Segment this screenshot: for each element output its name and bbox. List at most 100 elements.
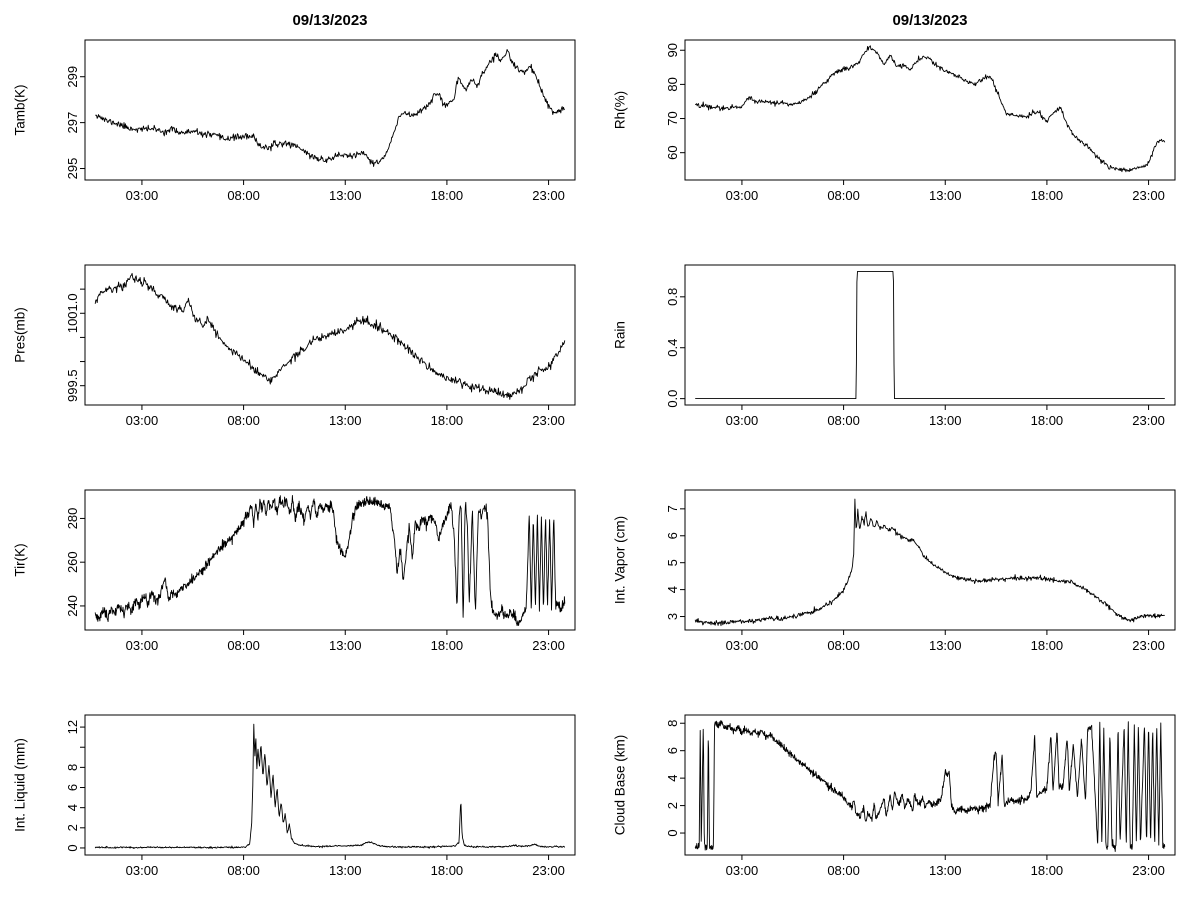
x-tick-label: 03:00 <box>126 863 159 878</box>
x-tick-label: 08:00 <box>827 638 860 653</box>
x-tick-label: 03:00 <box>726 413 759 428</box>
chart-title-rh: 09/13/2023 <box>892 12 968 29</box>
y-tick-label: 297 <box>65 112 80 134</box>
chart-svg-tir: 03:00 08:00 13:00 18:00 23:00 240 260 280 Tir(K) <box>12 489 576 653</box>
y-tick-label: 60 <box>665 145 680 159</box>
y-tick-label: 260 <box>65 551 80 573</box>
y-axis-title: Int. Vapor (cm) <box>612 516 627 604</box>
x-tick-label: 13:00 <box>329 188 362 203</box>
panel-pres: 03:00 08:00 13:00 18:00 23:00 999.5 1001.0 Pres… <box>0 225 600 450</box>
y-tick-label: 6 <box>665 747 680 754</box>
y-tick-label: 6 <box>65 784 80 791</box>
y-axis-title: Tamb(K) <box>12 84 27 135</box>
y-axis-title: Int. Liquid (mm) <box>12 738 27 832</box>
y-tick-label: 2 <box>65 824 80 831</box>
x-tick-label: 23:00 <box>532 188 565 203</box>
plot-box <box>684 39 1176 181</box>
x-tick-label: 23:00 <box>1132 638 1165 653</box>
y-tick-label: 3 <box>665 613 680 620</box>
y-tick-label: 280 <box>65 508 80 530</box>
x-tick-label: 03:00 <box>726 188 759 203</box>
x-tick-label: 03:00 <box>126 638 159 653</box>
panel-cloud: 03:00 08:00 13:00 18:00 23:00 0 2 4 6 8 Cloud Base… <box>600 675 1200 900</box>
y-tick-label: 999.5 <box>65 369 80 402</box>
series-line <box>694 720 1166 852</box>
series-line <box>95 49 565 167</box>
x-tick-label: 18:00 <box>431 863 464 878</box>
x-tick-label: 08:00 <box>827 863 860 878</box>
y-tick-label: 7 <box>665 505 680 512</box>
y-tick-label: 70 <box>665 111 680 125</box>
x-tick-label: 08:00 <box>827 413 860 428</box>
panel-tamb: 09/13/2023 03:00 08:00 13:00 18:00 23:00 295 2… <box>0 0 600 225</box>
x-tick-label: 13:00 <box>329 413 362 428</box>
panel-tir: 03:00 08:00 13:00 18:00 23:00 240 260 280 Tir(K) <box>0 450 600 675</box>
y-tick-label: 8 <box>65 764 80 771</box>
x-tick-label: 18:00 <box>1031 863 1064 878</box>
plot-box <box>684 489 1176 631</box>
panel-vapor: 03:00 08:00 13:00 18:00 23:00 3 4 5 6 7 Int. Vapor… <box>600 450 1200 675</box>
y-tick-label: 295 <box>65 158 80 180</box>
plot-box <box>84 489 576 631</box>
chart-svg-tamb: 03:00 08:00 13:00 18:00 23:00 295 297 299 Tamb(K… <box>12 39 576 203</box>
y-tick-label: 4 <box>65 804 80 811</box>
y-tick-label: 80 <box>665 77 680 91</box>
x-tick-label: 18:00 <box>431 413 464 428</box>
chart-svg-vapor: 03:00 08:00 13:00 18:00 23:00 3 4 5 6 7 Int. Vapor… <box>612 489 1176 653</box>
series-line <box>694 498 1165 627</box>
x-tick-label: 13:00 <box>329 638 362 653</box>
chart-svg-cloud: 03:00 08:00 13:00 18:00 23:00 0 2 4 6 8 Cloud Base… <box>612 714 1176 878</box>
y-tick-label: 240 <box>65 595 80 617</box>
y-axis-title: Tir(K) <box>12 543 27 576</box>
y-tick-label: 0.8 <box>665 288 680 306</box>
x-tick-label: 18:00 <box>1031 188 1064 203</box>
y-tick-label: 0.4 <box>665 339 680 357</box>
chart-title-tamb: 09/13/2023 <box>292 12 368 29</box>
chart-svg-rh: 03:00 08:00 13:00 18:00 23:00 60 70 80 90 Rh(%) <box>612 39 1176 203</box>
x-tick-label: 08:00 <box>827 188 860 203</box>
series-line <box>94 272 566 400</box>
y-tick-label: 299 <box>65 66 80 88</box>
y-tick-label: 0.0 <box>665 390 680 408</box>
panel-rh: 09/13/2023 03:00 08:00 13:00 18:00 23:00 60 70… <box>600 0 1200 225</box>
x-tick-label: 03:00 <box>726 638 759 653</box>
x-tick-label: 13:00 <box>929 638 962 653</box>
x-tick-label: 18:00 <box>431 188 464 203</box>
x-tick-label: 23:00 <box>1132 188 1165 203</box>
y-tick-label: 5 <box>665 559 680 566</box>
y-axis-title: Rh(%) <box>612 91 627 129</box>
x-tick-label: 23:00 <box>1132 863 1165 878</box>
y-axis-title: Pres(mb) <box>12 307 27 363</box>
x-tick-label: 03:00 <box>126 413 159 428</box>
y-tick-label: 1001.0 <box>65 293 80 333</box>
x-tick-label: 23:00 <box>532 413 565 428</box>
plot-box <box>684 264 1176 406</box>
chart-svg-rain: 03:00 08:00 13:00 18:00 23:00 0.0 0.4 0.8 Rain <box>612 264 1176 428</box>
y-tick-label: 4 <box>665 586 680 593</box>
y-tick-label: 4 <box>665 775 680 782</box>
y-axis-title: Cloud Base (km) <box>612 735 627 836</box>
x-tick-label: 08:00 <box>227 863 260 878</box>
plot-box <box>684 714 1176 856</box>
chart-svg-pres: 03:00 08:00 13:00 18:00 23:00 999.5 1001.0 Pres… <box>12 264 576 428</box>
x-tick-label: 18:00 <box>1031 638 1064 653</box>
x-tick-label: 18:00 <box>431 638 464 653</box>
y-tick-label: 12 <box>65 720 80 734</box>
x-tick-label: 03:00 <box>726 863 759 878</box>
x-tick-label: 23:00 <box>532 863 565 878</box>
x-tick-label: 23:00 <box>532 638 565 653</box>
series-line <box>94 495 566 627</box>
x-tick-label: 13:00 <box>329 863 362 878</box>
x-tick-label: 13:00 <box>929 188 962 203</box>
y-tick-label: 0 <box>665 829 680 836</box>
y-tick-label: 2 <box>665 802 680 809</box>
series-line <box>695 270 1165 400</box>
y-tick-label: 0 <box>65 844 80 851</box>
series-line <box>94 723 566 850</box>
y-tick-label: 8 <box>665 720 680 727</box>
x-tick-label: 23:00 <box>1132 413 1165 428</box>
panel-rain: 03:00 08:00 13:00 18:00 23:00 0.0 0.4 0.8 Rain <box>600 225 1200 450</box>
x-tick-label: 08:00 <box>227 188 260 203</box>
panel-liquid: 03:00 08:00 13:00 18:00 23:00 0 2 4 6 8 12 Int. Liq… <box>0 675 600 900</box>
